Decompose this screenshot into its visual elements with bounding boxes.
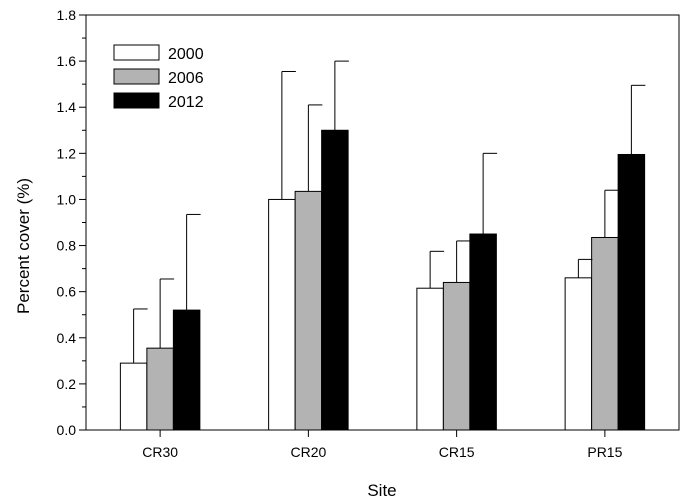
y-tick-label: 0.8 [57, 238, 77, 254]
bar-pr15-2000 [564, 277, 593, 431]
y-tick-label: 1.8 [57, 7, 77, 23]
legend-label-2006: 2006 [168, 70, 204, 87]
legend-swatch-2000 [113, 44, 160, 61]
legend-label-2000: 2000 [168, 46, 204, 63]
x-tick-label-cr30: CR30 [142, 444, 178, 460]
bar-cr15-2012 [469, 233, 497, 431]
y-tick-label: 1.2 [57, 145, 77, 161]
y-tick-label: 0.0 [57, 422, 77, 438]
bar-pr15-2006 [591, 236, 619, 431]
bar-cr30-2012 [172, 309, 201, 431]
y-tick-label: 1.4 [57, 99, 77, 115]
bar-cr15-2006 [442, 281, 471, 431]
bar-cr30-2006 [146, 347, 174, 431]
x-tick-label-pr15: PR15 [587, 444, 622, 460]
bar-cr15-2000 [416, 287, 444, 431]
y-tick-label: 1.0 [57, 191, 77, 207]
x-tick-label-cr20: CR20 [290, 444, 326, 460]
legend-swatch-2006 [113, 68, 160, 85]
bar-cr20-2006 [294, 190, 323, 431]
y-tick-label: 0.2 [57, 376, 77, 392]
bar-cr20-2012 [321, 129, 349, 431]
legend-label-2012: 2012 [168, 94, 204, 111]
bar-cr30-2000 [119, 362, 148, 431]
y-tick-label: 0.4 [57, 330, 77, 346]
y-tick-label: 1.6 [57, 53, 77, 69]
x-axis-title: Site [367, 481, 396, 500]
legend-swatch-2012 [113, 92, 160, 109]
bar-pr15-2012 [617, 153, 646, 431]
y-axis-title: Percent cover (%) [14, 178, 33, 314]
x-tick-label-cr15: CR15 [439, 444, 475, 460]
legend: 2000 2006 2012 [113, 44, 204, 111]
bar-cr20-2000 [268, 198, 296, 431]
y-tick-label: 0.6 [57, 284, 77, 300]
